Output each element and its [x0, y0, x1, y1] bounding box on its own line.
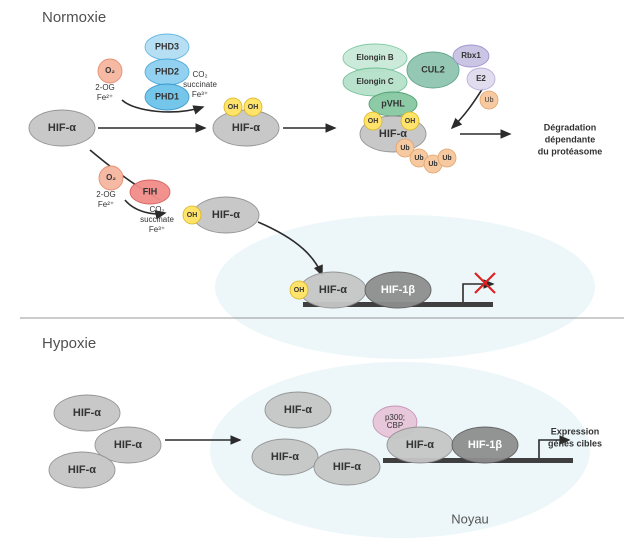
svg-text:OH: OH: [405, 118, 416, 125]
svg-text:O₂: O₂: [106, 173, 116, 182]
svg-text:PHD3: PHD3: [155, 41, 179, 51]
reactant: succinate: [183, 80, 217, 89]
label-degradation: Dégradation: [544, 122, 597, 132]
svg-text:HIF-α: HIF-α: [73, 407, 101, 419]
svg-text:PHD2: PHD2: [155, 66, 179, 76]
section-label-normoxie: Normoxie: [42, 9, 106, 26]
label-expression: gènes cibles: [548, 438, 602, 448]
reactant: CO₂: [149, 205, 164, 214]
svg-text:OH: OH: [248, 104, 259, 111]
svg-text:CUL2: CUL2: [421, 64, 445, 74]
svg-text:Ub: Ub: [400, 145, 409, 152]
reactant: Fe²⁺: [98, 200, 114, 209]
reactant: 2-OG: [95, 83, 115, 92]
svg-text:HIF-α: HIF-α: [271, 451, 299, 463]
reactant: 2-OG: [96, 190, 116, 199]
svg-text:Ub: Ub: [428, 161, 437, 168]
svg-text:OH: OH: [294, 287, 305, 294]
svg-text:Elongin C: Elongin C: [356, 77, 394, 86]
svg-text:HIF-1β: HIF-1β: [381, 284, 416, 296]
svg-text:HIF-α: HIF-α: [114, 439, 142, 451]
reactant: Fe³⁺: [149, 225, 165, 234]
svg-text:OH: OH: [368, 118, 379, 125]
svg-text:HIF-α: HIF-α: [212, 209, 240, 221]
svg-text:Elongin B: Elongin B: [356, 53, 394, 62]
label-degradation: du protéasome: [538, 146, 603, 156]
nucleus-label: Noyau: [451, 511, 489, 526]
svg-text:Ub: Ub: [442, 155, 451, 162]
svg-text:PHD1: PHD1: [155, 91, 179, 101]
svg-text:HIF-α: HIF-α: [319, 284, 347, 296]
svg-text:pVHL: pVHL: [381, 98, 405, 108]
reactant: succinate: [140, 215, 174, 224]
svg-text:Ub: Ub: [414, 155, 423, 162]
svg-text:HIF-α: HIF-α: [232, 122, 260, 134]
arrow: [452, 88, 483, 128]
svg-text:HIF-α: HIF-α: [284, 404, 312, 416]
label-expression: Expression: [551, 426, 600, 436]
reactant: CO₂: [192, 70, 207, 79]
svg-text:FIH: FIH: [143, 186, 158, 196]
reactant: Fe³⁺: [192, 90, 208, 99]
svg-text:CBP: CBP: [387, 421, 403, 430]
svg-text:HIF-α: HIF-α: [379, 128, 407, 140]
svg-text:HIF-α: HIF-α: [333, 461, 361, 473]
svg-text:HIF-α: HIF-α: [48, 122, 76, 134]
svg-text:Rbx1: Rbx1: [461, 51, 481, 60]
svg-text:OH: OH: [187, 212, 198, 219]
svg-text:HIF-1β: HIF-1β: [468, 439, 503, 451]
svg-text:O₂: O₂: [105, 66, 115, 75]
svg-text:E2: E2: [476, 74, 486, 83]
label-degradation: dépendante: [545, 134, 596, 144]
reactant: Fe²⁺: [97, 93, 113, 102]
svg-text:Ub: Ub: [485, 97, 494, 104]
section-label-hypoxie: Hypoxie: [42, 335, 96, 352]
svg-text:HIF-α: HIF-α: [406, 439, 434, 451]
svg-text:OH: OH: [228, 104, 239, 111]
svg-text:HIF-α: HIF-α: [68, 464, 96, 476]
